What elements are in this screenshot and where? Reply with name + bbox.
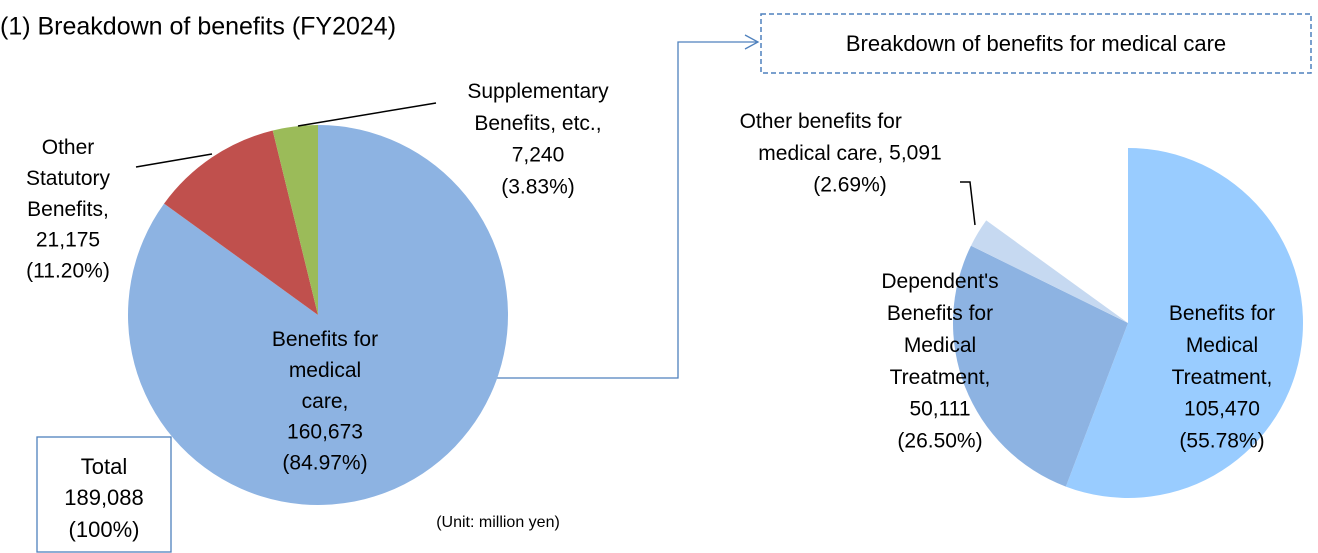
connector	[455, 41, 758, 379]
total-value: 189,088	[64, 485, 144, 510]
slice-label: Dependent's Benefits for Medical Treatment,	[881, 270, 998, 389]
total-percent: (100%)	[69, 517, 140, 542]
pie-slice	[952, 245, 1128, 487]
slice-percent: (84.97%)	[282, 452, 367, 475]
slice-percent: (2.69%)	[813, 174, 887, 197]
leader-line	[135, 153, 213, 168]
slice-label: Other Statutory Benefits,	[26, 136, 111, 221]
callout-title: Breakdown of benefits for medical care	[846, 31, 1226, 56]
slice-label: Supplementary Benefits, etc.,	[467, 80, 609, 135]
slice-label: Other benefits for medical care,	[740, 110, 902, 165]
slice-value: 105,470	[1184, 398, 1260, 421]
pie-slice	[272, 125, 318, 315]
slice-percent: (26.50%)	[897, 430, 982, 453]
slice-label: Benefits for medical care,	[272, 328, 378, 413]
slice-percent: (55.78%)	[1179, 430, 1264, 453]
connector-arrow	[744, 34, 760, 50]
pie-slice	[970, 220, 1128, 323]
slice-label: Benefits for Medical Treatment,	[1169, 302, 1275, 389]
slice-percent: (11.20%)	[26, 260, 110, 283]
leader-line	[297, 102, 437, 127]
chart-title: (1) Breakdown of benefits (FY2024)	[0, 13, 396, 41]
leader-line	[960, 181, 976, 226]
slice-value: 160,673	[287, 421, 363, 444]
slice-value: 7,240	[512, 144, 565, 167]
slice-value: 50,111	[909, 398, 970, 421]
callout-box	[760, 13, 1312, 74]
slice-value: 5,091	[889, 142, 942, 165]
pie-slice	[164, 130, 318, 315]
slice-value: 21,175	[36, 229, 100, 252]
unit-note: (Unit: million yen)	[436, 514, 560, 531]
pie-slice	[1065, 148, 1303, 498]
total-box	[36, 436, 172, 553]
slice-percent: (3.83%)	[501, 176, 575, 199]
total-label: Total	[81, 454, 127, 479]
